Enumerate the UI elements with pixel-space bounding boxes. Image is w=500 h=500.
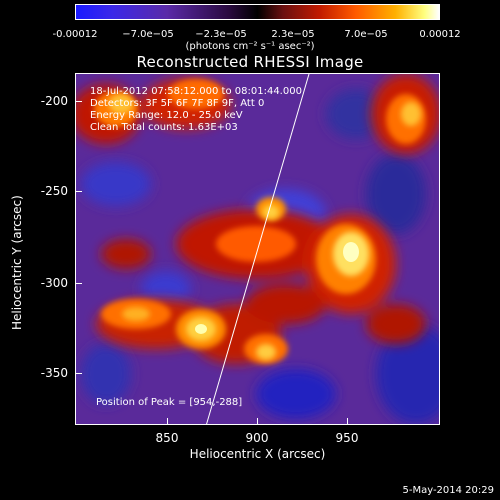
y-tick-mark (76, 373, 82, 374)
y-tick-mark (76, 101, 82, 102)
colorbar-tick: 7.0e−05 (344, 29, 388, 40)
colorbar-units: (photons cm⁻² s⁻¹ asec⁻²) (185, 41, 315, 52)
solar-image: 18-Jul-2012 07:58:12.000 to 08:01:44.000… (75, 73, 440, 425)
colorbar-tick: -0.00012 (52, 29, 98, 40)
annotation-counts: Clean Total counts: 1.63E+03 (90, 122, 238, 133)
annotation-energy: Energy Range: 12.0 - 25.0 keV (90, 110, 243, 121)
x-tick-label: 950 (335, 431, 359, 445)
y-axis-label: Heliocentric Y (arcsec) (10, 195, 24, 330)
y-tick-label: -200 (40, 94, 68, 108)
colorbar-tick: 2.3e−05 (271, 29, 315, 40)
x-tick-mark (257, 418, 258, 424)
x-tick-mark (347, 418, 348, 424)
colorbar-tick: −2.3e−05 (195, 29, 247, 40)
y-tick-label: -350 (40, 366, 68, 380)
image-map (76, 74, 439, 424)
timestamp: 5-May-2014 20:29 (402, 485, 494, 496)
colorbar-tick: −7.0e−05 (122, 29, 174, 40)
x-tick-label: 850 (155, 431, 179, 445)
colorbar (75, 4, 440, 20)
colorbar-tick: 0.00012 (419, 29, 461, 40)
annotation-time: 18-Jul-2012 07:58:12.000 to 08:01:44.000 (90, 86, 302, 97)
annotation-peak: Position of Peak = [954,-288] (96, 397, 243, 408)
y-tick-label: -300 (40, 276, 68, 290)
annotation-detectors: Detectors: 3F 5F 6F 7F 8F 9F, Att 0 (90, 98, 265, 109)
plot-title: Reconstructed RHESSI Image (136, 53, 364, 71)
x-tick-label: 900 (245, 431, 269, 445)
y-tick-label: -250 (40, 184, 68, 198)
y-tick-mark (76, 283, 82, 284)
x-tick-mark (167, 418, 168, 424)
y-tick-mark (76, 191, 82, 192)
x-axis-label: Heliocentric X (arcsec) (189, 447, 326, 461)
